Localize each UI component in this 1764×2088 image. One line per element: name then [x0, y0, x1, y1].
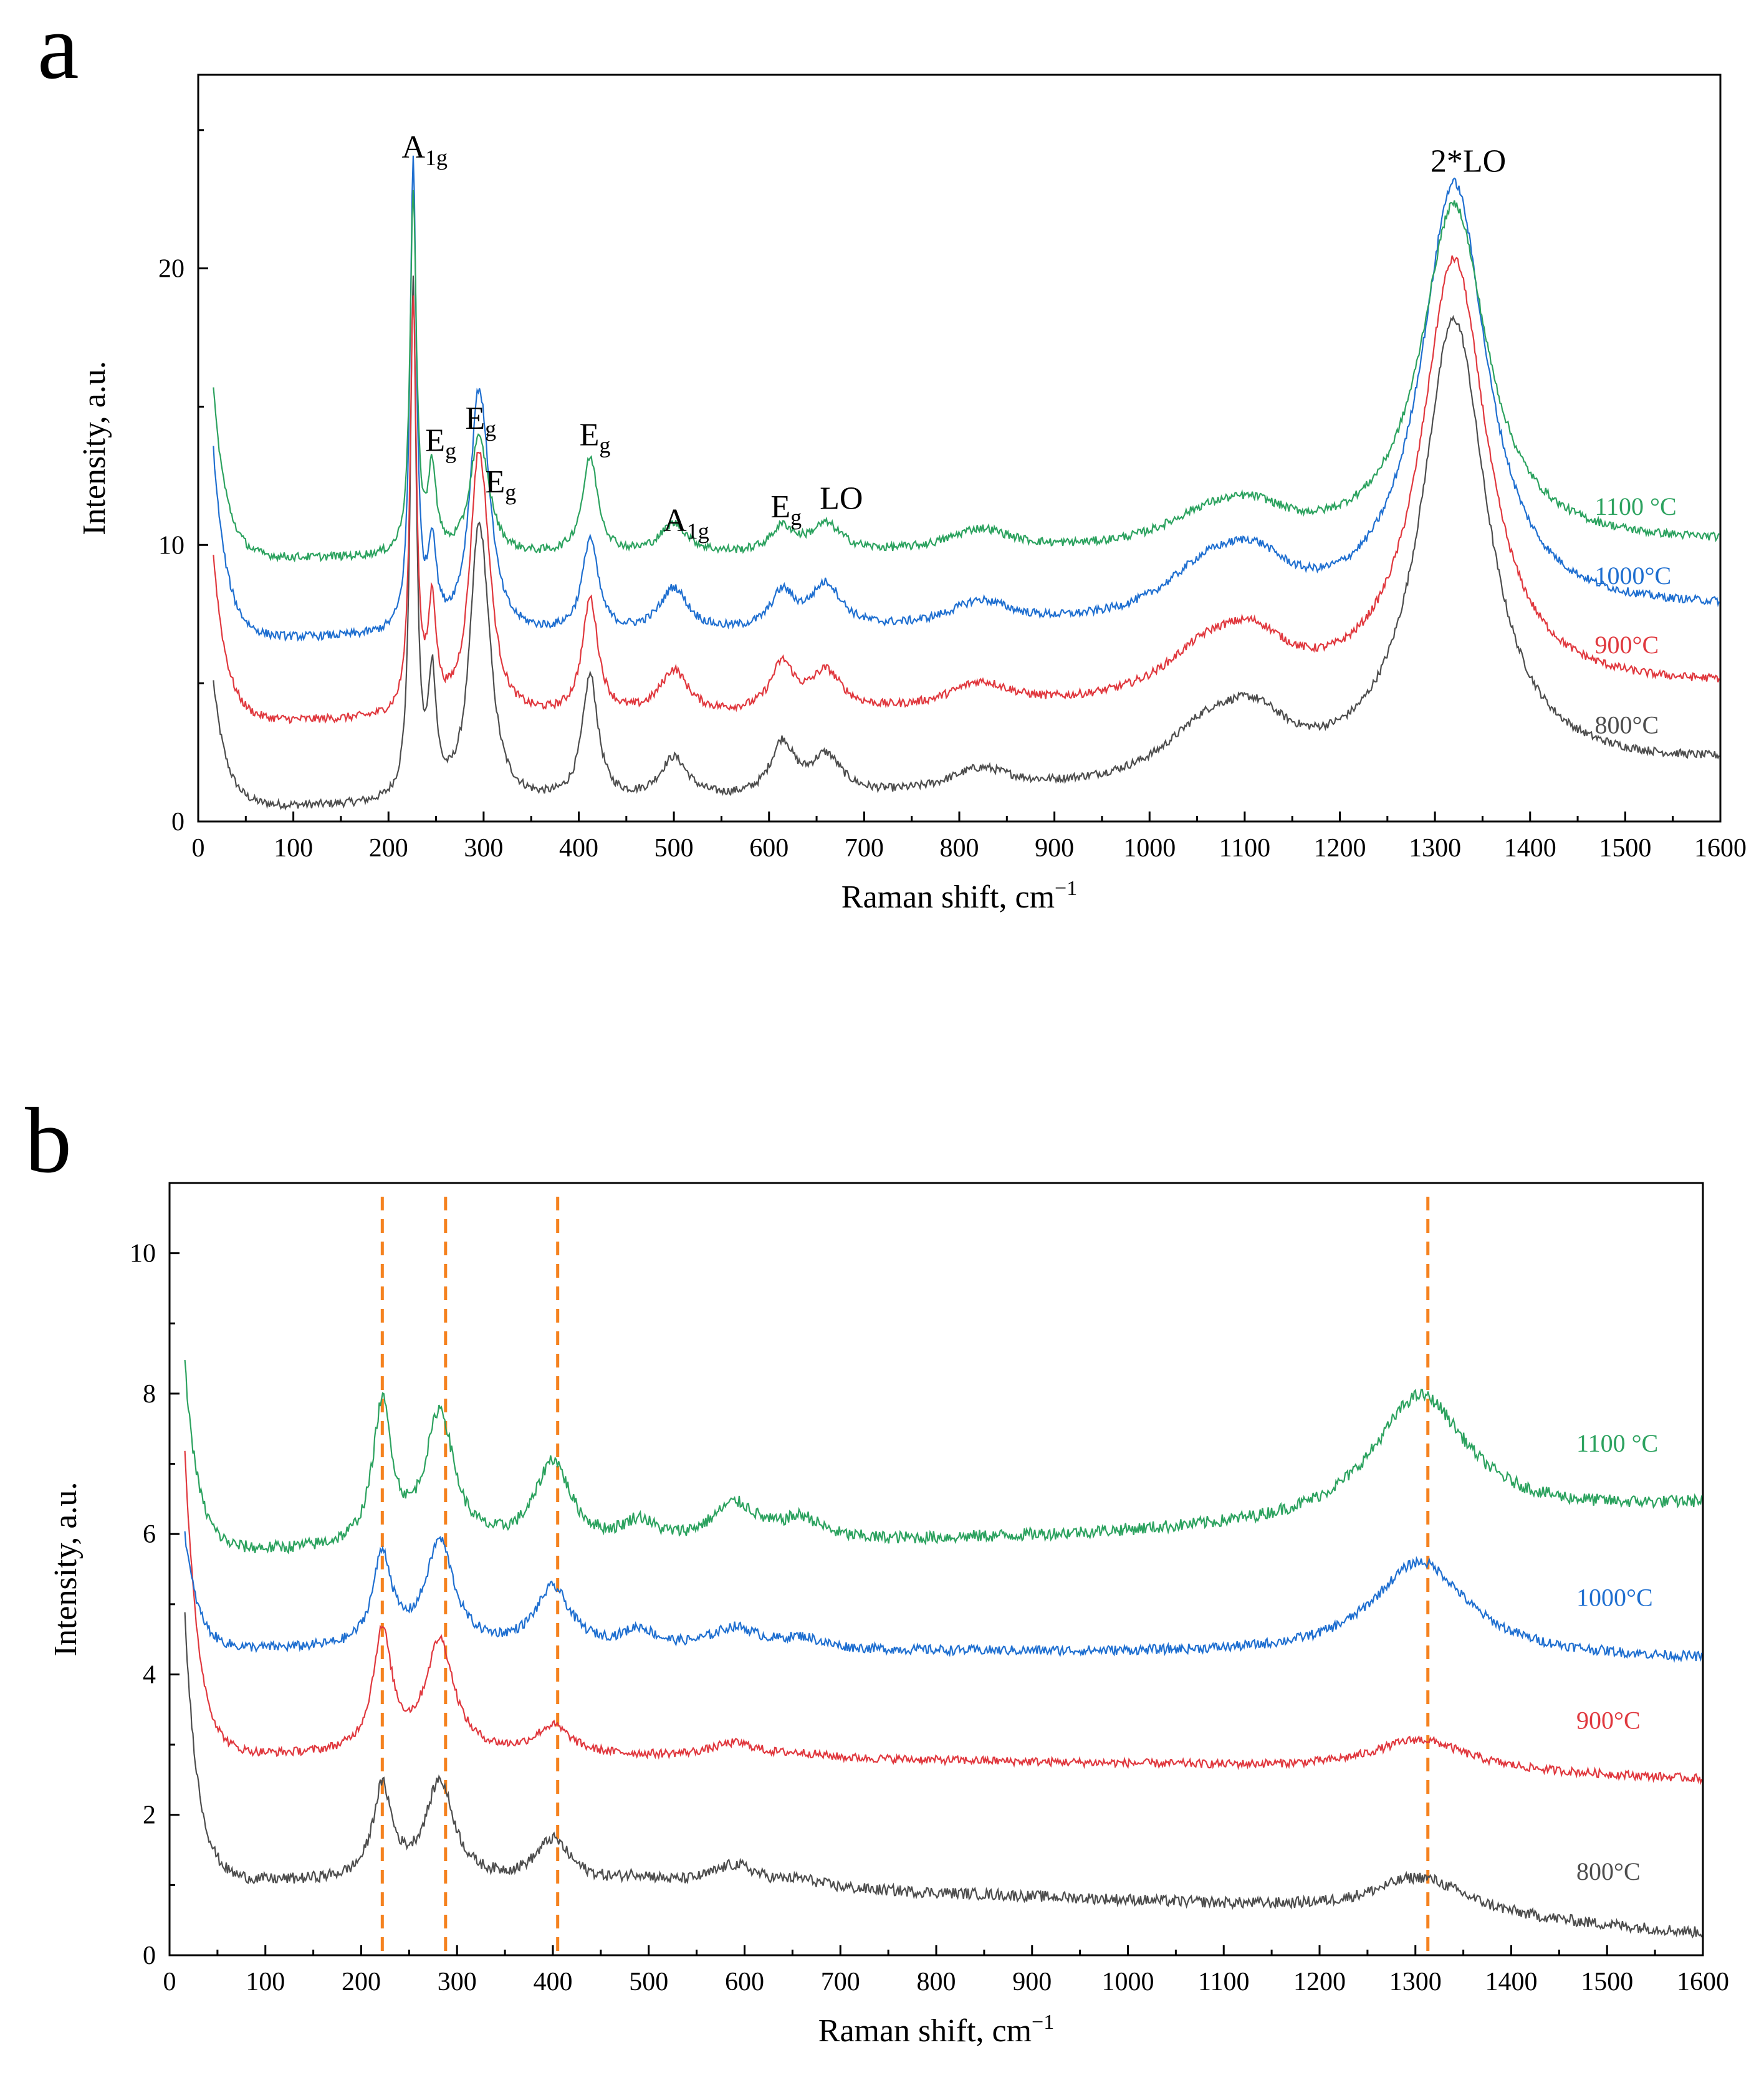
x-tick-label: 400: [559, 834, 598, 863]
legend-label: 900°C: [1595, 631, 1659, 659]
series-line-1100c: [184, 1359, 1703, 1555]
x-tick-label: 300: [438, 1968, 477, 1996]
x-tick-label: 1300: [1409, 834, 1461, 863]
x-tick-label: 1400: [1485, 1968, 1538, 1996]
y-tick-label: 8: [143, 1380, 156, 1409]
peak-annotation-subscript: g: [485, 416, 496, 441]
peak-annotation-base: E: [485, 464, 505, 500]
x-axis-label-text: Raman shift, cm: [818, 2013, 1032, 2049]
peak-annotation: LO: [820, 481, 863, 517]
panel-letter-b: b: [25, 1089, 72, 1192]
x-axis-label: Raman shift, cm−1: [818, 2011, 1054, 2049]
x-tick-label: 900: [1035, 834, 1074, 863]
peak-annotation-subscript: 1g: [425, 145, 448, 170]
x-tick-label: 100: [274, 834, 313, 863]
peak-annotation-base: LO: [820, 481, 863, 517]
x-tick-label: 1600: [1677, 1968, 1729, 1996]
x-axis-label-text: Raman shift, cm: [841, 879, 1055, 915]
peak-annotation-base: E: [580, 418, 600, 453]
peak-annotation-subscript: g: [505, 480, 516, 505]
peak-annotation-base: E: [425, 423, 445, 458]
y-tick-label: 2: [143, 1801, 156, 1830]
peak-annotation-base: E: [465, 401, 485, 436]
x-tick-label: 200: [369, 834, 408, 863]
x-tick-label: 600: [725, 1968, 764, 1996]
panel-b-chart: 0 100 200 300 400 500 600 700 800 900 1000 1100 1200…: [48, 1182, 1729, 2049]
x-tick-label: 700: [845, 834, 884, 863]
peak-annotation: Eg: [770, 489, 802, 530]
peak-annotation: Eg: [425, 423, 456, 463]
y-tick-label: 6: [143, 1520, 156, 1549]
y-axis-label: Intensity, a.u.: [48, 1482, 84, 1657]
peak-annotation-subscript: g: [790, 505, 802, 530]
x-tick-label: 800: [940, 834, 979, 863]
x-tick-label: 1500: [1599, 834, 1651, 863]
x-tick-label: 200: [342, 1968, 381, 1996]
x-axis-label-superscript: −1: [1055, 877, 1077, 900]
panel-letter-a: a: [37, 0, 79, 98]
x-tick-label: 1600: [1694, 834, 1747, 863]
x-tick-label: 100: [246, 1968, 285, 1996]
peak-annotation: 2*LO: [1431, 143, 1506, 179]
series-line-1100c: [213, 189, 1720, 563]
y-tick-label: 10: [130, 1240, 156, 1268]
series-line-1000c: [184, 1531, 1703, 1663]
peak-annotation: Eg: [485, 464, 516, 505]
x-tick-label: 300: [464, 834, 503, 863]
y-axis-label: Intensity, a.u.: [77, 361, 112, 535]
legend-label: 900°C: [1576, 1707, 1641, 1735]
peak-annotation-base: A: [401, 130, 425, 165]
series-line-900c: [184, 1450, 1703, 1786]
peak-annotation-subscript: g: [599, 433, 610, 458]
y-tick-label: 10: [158, 531, 185, 560]
x-tick-label: 1100: [1198, 1968, 1249, 1996]
peak-annotation: Eg: [465, 401, 496, 441]
x-tick-label: 1000: [1102, 1968, 1154, 1996]
x-tick-label: 0: [163, 1968, 176, 1996]
series-line-1000c: [213, 155, 1720, 642]
x-tick-label: 1100: [1219, 834, 1270, 863]
y-tick-label: 0: [143, 1942, 156, 1970]
x-axis-label: Raman shift, cm−1: [841, 877, 1077, 915]
legend-label: 800°C: [1595, 711, 1659, 739]
series-line-800c: [213, 275, 1720, 811]
peak-annotation-base: E: [770, 489, 790, 525]
legend-label: 1100 °C: [1576, 1429, 1658, 1457]
peak-annotation-base: A: [663, 503, 687, 539]
legend-label: 1000°C: [1576, 1584, 1653, 1612]
y-tick-label: 0: [171, 808, 185, 836]
y-tick-label: 4: [143, 1660, 156, 1689]
x-tick-label: 1000: [1123, 834, 1176, 863]
x-tick-label: 500: [654, 834, 694, 863]
y-tick-label: 20: [158, 255, 185, 284]
series-line-800c: [184, 1612, 1703, 1939]
peak-annotation-subscript: 1g: [687, 519, 709, 544]
legend-label: 1100 °C: [1595, 492, 1677, 520]
x-axis-label-superscript: −1: [1032, 2011, 1054, 2034]
x-tick-label: 400: [534, 1968, 573, 1996]
x-tick-label: 1500: [1581, 1968, 1633, 1996]
peak-annotation-base: 2*LO: [1431, 143, 1506, 179]
legend-label: 1000°C: [1595, 562, 1672, 590]
peak-annotation-subscript: g: [445, 438, 456, 463]
x-tick-label: 1400: [1504, 834, 1556, 863]
peak-annotation: A1g: [663, 503, 709, 544]
x-tick-label: 800: [917, 1968, 956, 1996]
x-tick-label: 600: [749, 834, 789, 863]
x-tick-label: 1200: [1314, 834, 1366, 863]
peak-annotation: A1g: [401, 130, 448, 170]
x-tick-label: 0: [192, 834, 205, 863]
x-tick-label: 1200: [1293, 1968, 1346, 1996]
legend-label: 800°C: [1576, 1857, 1641, 1885]
x-tick-label: 1300: [1389, 1968, 1442, 1996]
x-tick-label: 700: [821, 1968, 860, 1996]
x-tick-label: 500: [629, 1968, 668, 1996]
panel-a-chart: 0 100 200 300 400 500 600 700 800 900 1000 1100 1200…: [77, 74, 1747, 915]
series-line-900c: [213, 255, 1720, 724]
x-tick-label: 900: [1012, 1968, 1052, 1996]
peak-annotation: Eg: [580, 418, 611, 458]
